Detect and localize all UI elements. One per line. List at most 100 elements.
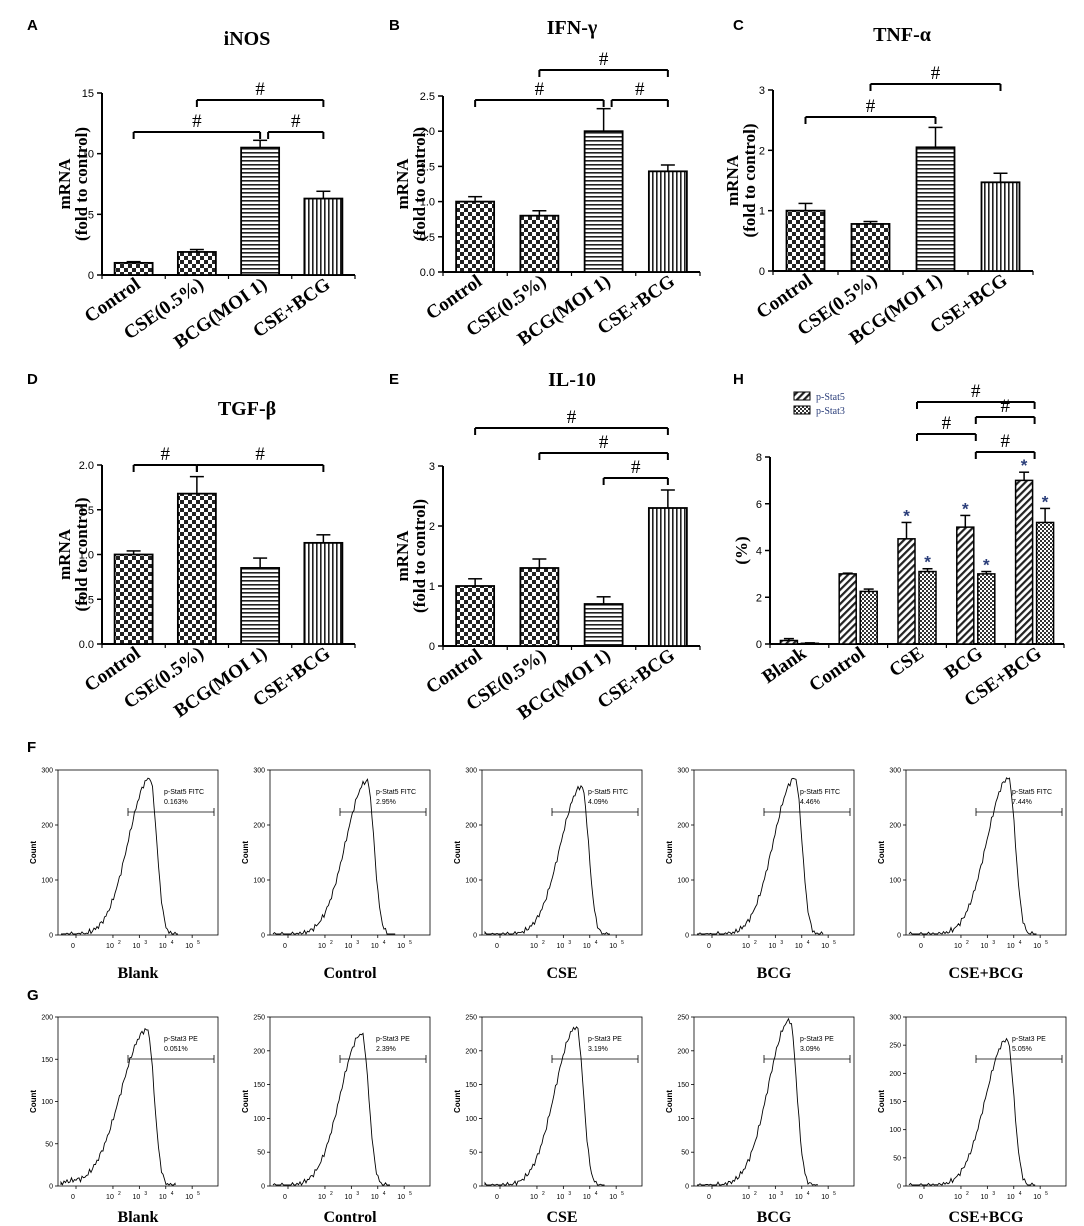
- flow-x-tick-label: 10: [821, 943, 829, 950]
- y-tick-label: 10: [82, 149, 94, 161]
- sample-name: BCG: [757, 965, 792, 982]
- flow-x-tick-label: 0: [283, 943, 287, 950]
- flow-x-tick-label: 10: [530, 1194, 538, 1201]
- gate-name: p-Stat5 FITC: [1012, 789, 1052, 796]
- histogram-curve: [60, 1027, 176, 1186]
- histogram-frame: [57, 769, 219, 936]
- flow-y-tick-label: 100: [465, 1116, 477, 1123]
- flow-f-panel-4: 0 100 200 300 Count 0 10 2 10 3 10 4 10 5 p-Stat5 FITC…: [877, 768, 1067, 982]
- histogram-curve: [697, 1017, 819, 1186]
- flow-x-tick-label: 10: [795, 943, 803, 950]
- significance-star: *: [1042, 492, 1049, 511]
- y-axis-label: mRNA(fold to control): [393, 127, 429, 241]
- sig-label: #: [1000, 396, 1010, 417]
- flow-x-tick-exponent: 2: [754, 1191, 757, 1197]
- flow-y-tick-label: 0: [473, 933, 477, 940]
- y-tick-label: 0: [429, 641, 435, 653]
- flow-x-tick-exponent: 5: [409, 1191, 412, 1197]
- sig-label: #: [635, 79, 645, 100]
- significance-star: *: [1021, 456, 1028, 475]
- gate-percent: 4.46%: [800, 799, 820, 806]
- flow-x-tick-label: 10: [397, 943, 405, 950]
- bar-3: [303, 541, 344, 645]
- flow-y-tick-label: 100: [253, 878, 265, 885]
- flow-y-tick-label: 100: [41, 878, 53, 885]
- flow-count-label: Count: [665, 841, 674, 864]
- sig-label: #: [599, 49, 609, 70]
- flow-count-label: Count: [453, 1090, 462, 1113]
- gate-name: p-Stat5 FITC: [376, 789, 416, 796]
- flow-x-tick-exponent: 5: [621, 940, 624, 946]
- legend-swatch-p-stat5: [793, 391, 811, 401]
- gate-name: p-Stat3 PE: [1012, 1036, 1046, 1043]
- y-tick-label: 0.5: [420, 232, 435, 244]
- flow-x-tick-exponent: 2: [330, 940, 333, 946]
- flow-g-panel-3: 0 50 100 150 200 250 Count 0 10 2 10 3 10 4 10 5 p-Stat3…: [665, 1015, 855, 1226]
- flow-y-tick-label: 300: [253, 768, 265, 775]
- flow-x-tick-label: 10: [821, 1194, 829, 1201]
- bar-2: [915, 146, 956, 272]
- sample-name: Control: [323, 965, 377, 982]
- y-tick-label: 6: [756, 499, 762, 511]
- bar-p-stat5-2: [897, 538, 916, 645]
- flow-y-tick-label: 150: [465, 1082, 477, 1089]
- flow-y-tick-label: 0: [897, 1184, 901, 1191]
- y-label-line2: (fold to control): [410, 127, 429, 241]
- flow-x-tick-label: 10: [609, 943, 617, 950]
- y-axis-label: (%): [732, 536, 751, 564]
- bar-p-stat5-1: [838, 573, 857, 645]
- sig-label: #: [535, 79, 545, 100]
- flow-x-tick-label: 10: [185, 1194, 193, 1201]
- flow-x-tick-label: 10: [768, 943, 776, 950]
- flow-y-tick-label: 200: [41, 1015, 53, 1022]
- y-label-line1: mRNA: [55, 158, 74, 210]
- flow-y-tick-label: 0: [685, 933, 689, 940]
- flow-x-tick-label: 10: [795, 1194, 803, 1201]
- bar-2: [583, 130, 624, 273]
- flow-x-tick-label: 10: [583, 943, 591, 950]
- flow-g-panel-1: 0 50 100 150 200 250 Count 0 10 2 10 3 10 4 10 5 p-Stat3…: [241, 1015, 431, 1226]
- flow-x-tick-exponent: 3: [992, 1191, 995, 1197]
- y-label-line2: (fold to control): [72, 498, 91, 612]
- flow-y-tick-label: 200: [41, 823, 53, 830]
- bar-2: [240, 146, 281, 276]
- flow-x-tick-exponent: 2: [966, 940, 969, 946]
- flow-x-tick-label: 10: [159, 1194, 167, 1201]
- flow-x-tick-label: 10: [344, 943, 352, 950]
- y-tick-label: 1.0: [420, 197, 435, 209]
- flow-x-tick-label: 0: [283, 1194, 287, 1201]
- gate-percent: 7.44%: [1012, 799, 1032, 806]
- flow-y-tick-label: 150: [889, 1099, 901, 1106]
- flow-x-tick-exponent: 5: [197, 940, 200, 946]
- y-tick-label: 2: [756, 592, 762, 604]
- flow-x-tick-exponent: 4: [383, 1191, 386, 1197]
- flow-y-tick-label: 300: [677, 768, 689, 775]
- flow-x-tick-label: 0: [71, 1194, 75, 1201]
- chart-d-title: TGF-β: [218, 398, 276, 420]
- flow-x-tick-exponent: 3: [780, 1191, 783, 1197]
- sample-name: CSE: [546, 1209, 577, 1226]
- flow-x-tick-exponent: 4: [171, 940, 174, 946]
- y-tick-label: 1.5: [420, 161, 435, 173]
- flow-x-tick-label: 0: [495, 1194, 499, 1201]
- histogram-frame: [269, 769, 431, 936]
- flow-y-tick-label: 100: [889, 1127, 901, 1134]
- sig-label: #: [291, 111, 301, 132]
- y-tick-label: 0: [759, 266, 765, 278]
- flow-x-tick-exponent: 3: [568, 940, 571, 946]
- sig-label: #: [931, 63, 941, 84]
- flow-count-label: Count: [29, 1090, 38, 1113]
- flow-x-tick-exponent: 4: [595, 940, 598, 946]
- panel-label-d: D: [27, 371, 38, 388]
- y-label-line1: mRNA: [393, 158, 412, 210]
- panel-label-c: C: [733, 17, 744, 34]
- flow-x-tick-label: 10: [1033, 943, 1041, 950]
- bar-1: [519, 567, 560, 647]
- histogram-curve: [908, 777, 1037, 935]
- histogram-curve: [272, 778, 396, 936]
- y-label-line1: mRNA: [723, 154, 742, 206]
- flow-x-tick-label: 10: [609, 1194, 617, 1201]
- panel-label-h: H: [733, 371, 744, 388]
